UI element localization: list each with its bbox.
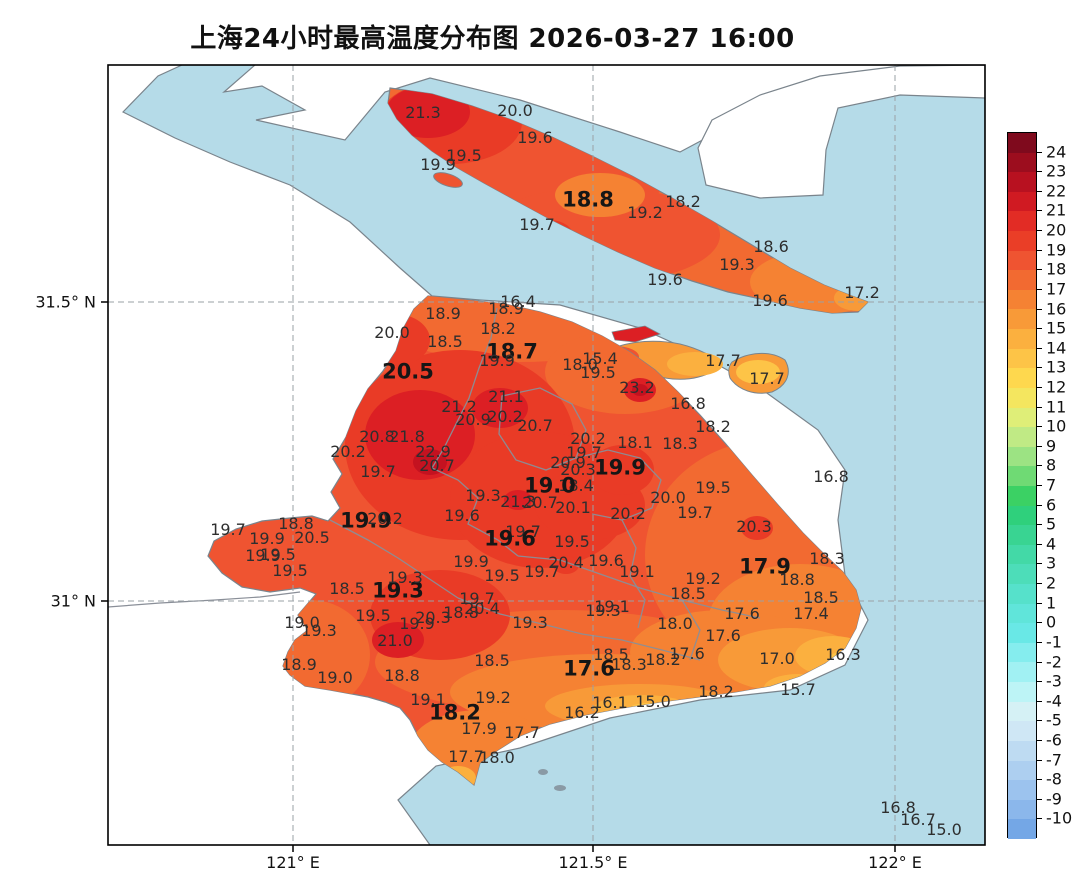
colorbar-segment [1008, 485, 1036, 506]
colorbar-segment [1008, 191, 1036, 212]
hengsha-island [728, 353, 789, 394]
gridlines [108, 65, 985, 845]
colorbar-segment [1008, 799, 1036, 820]
colorbar-segment [1008, 701, 1036, 722]
colorbar-segment [1008, 623, 1036, 643]
bay-islets [538, 769, 566, 791]
page-title: 上海24小时最高温度分布图 2026-03-27 16:00 [190, 24, 795, 54]
islet-west-chongming [433, 172, 463, 188]
colorbar-segment [1008, 564, 1036, 585]
islet-sliver [611, 325, 662, 343]
colorbar-segment [1008, 407, 1036, 428]
colorbar-segment [1008, 270, 1036, 290]
colorbar-segment [1008, 760, 1036, 781]
colorbar-segment [1008, 819, 1036, 839]
colorbar-segment [1008, 387, 1036, 408]
colorbar-segment [1008, 584, 1036, 604]
colorbar-segment [1008, 133, 1036, 153]
colorbar-segment [1008, 211, 1036, 232]
colorbar-segment [1008, 505, 1036, 526]
district-boundaries [329, 307, 761, 661]
colorbar-segment [1008, 309, 1036, 330]
colorbar-segment [1008, 446, 1036, 467]
colorbar-segment [1008, 172, 1036, 192]
colorbar-segment [1008, 427, 1036, 447]
colorbar-segment [1008, 544, 1036, 565]
colorbar-segment [1008, 466, 1036, 486]
colorbar-segment [1008, 682, 1036, 702]
colorbar [1007, 132, 1037, 839]
colorbar-segment [1008, 642, 1036, 663]
colorbar-segment [1008, 780, 1036, 800]
colorbar-segment [1008, 231, 1036, 251]
colorbar-segment [1008, 348, 1036, 369]
colorbar-segment [1008, 525, 1036, 545]
colorbar-segment [1008, 603, 1036, 624]
colorbar-segment [1008, 289, 1036, 310]
province-border-line [108, 591, 301, 608]
plot-frame [107, 64, 986, 846]
colorbar-segment [1008, 152, 1036, 173]
colorbar-segment [1008, 329, 1036, 349]
colorbar-segment [1008, 740, 1036, 761]
colorbar-segment [1008, 368, 1036, 388]
axis-tickmarks [101, 301, 896, 852]
colorbar-segment [1008, 721, 1036, 741]
land-qidong [697, 65, 985, 199]
colorbar-segment [1008, 662, 1036, 683]
colorbar-segment [1008, 250, 1036, 271]
